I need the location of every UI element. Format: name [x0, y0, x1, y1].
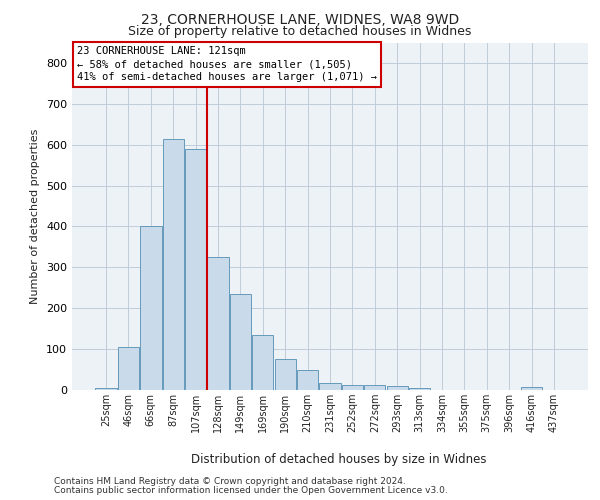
- Bar: [364, 384, 385, 390]
- Text: 23 CORNERHOUSE LANE: 121sqm
← 58% of detached houses are smaller (1,505)
41% of : 23 CORNERHOUSE LANE: 121sqm ← 58% of det…: [77, 46, 377, 82]
- Bar: [252, 335, 274, 390]
- Bar: [409, 388, 430, 390]
- Bar: [230, 294, 251, 390]
- Text: Size of property relative to detached houses in Widnes: Size of property relative to detached ho…: [128, 25, 472, 38]
- Bar: [319, 382, 341, 390]
- Y-axis label: Number of detached properties: Number of detached properties: [31, 128, 40, 304]
- Bar: [95, 388, 117, 390]
- Bar: [297, 370, 318, 390]
- Text: 23, CORNERHOUSE LANE, WIDNES, WA8 9WD: 23, CORNERHOUSE LANE, WIDNES, WA8 9WD: [141, 12, 459, 26]
- Bar: [275, 358, 296, 390]
- Text: Contains HM Land Registry data © Crown copyright and database right 2024.: Contains HM Land Registry data © Crown c…: [54, 477, 406, 486]
- Bar: [208, 257, 229, 390]
- Bar: [163, 138, 184, 390]
- Bar: [118, 347, 139, 390]
- Bar: [521, 387, 542, 390]
- Bar: [185, 149, 206, 390]
- Bar: [342, 384, 363, 390]
- Bar: [140, 226, 161, 390]
- Bar: [386, 386, 408, 390]
- Text: Contains public sector information licensed under the Open Government Licence v3: Contains public sector information licen…: [54, 486, 448, 495]
- Text: Distribution of detached houses by size in Widnes: Distribution of detached houses by size …: [191, 452, 487, 466]
